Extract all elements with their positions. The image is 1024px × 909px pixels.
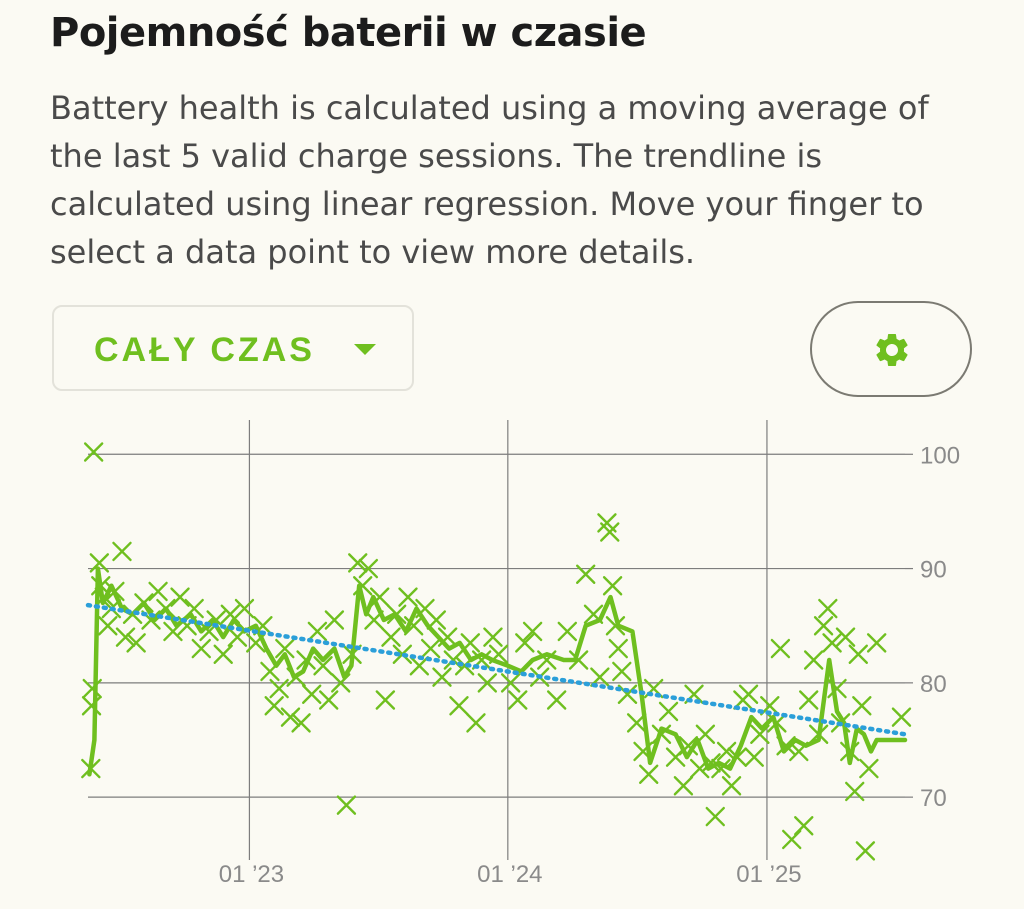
data-point-marker [126, 633, 146, 653]
data-point-marker [750, 724, 770, 744]
data-point-marker [264, 696, 284, 716]
y-tick-label: 80 [920, 671, 947, 698]
data-point-marker [617, 684, 638, 704]
data-point-marker [348, 553, 368, 573]
data-point-marker [98, 616, 118, 636]
caret-down-icon [354, 344, 376, 355]
data-point-marker [744, 747, 764, 767]
data-point-marker [82, 678, 102, 699]
data-point-marker [420, 638, 441, 659]
gear-icon [876, 334, 908, 366]
data-point-marker [269, 678, 289, 699]
data-point-marker [557, 621, 577, 642]
data-point-marker [432, 667, 452, 687]
data-point-marker [466, 713, 486, 733]
data-point-marker [803, 650, 824, 670]
data-point-marker [576, 564, 596, 584]
data-point-marker [280, 707, 301, 727]
data-point-marker [794, 816, 814, 836]
data-point-marker [866, 633, 887, 653]
data-point-marker [234, 598, 255, 619]
time-range-dropdown[interactable]: CAŁY CZAS [52, 305, 414, 391]
y-tick-label: 100 [920, 442, 960, 469]
data-point-marker [291, 713, 311, 733]
data-point-marker [799, 690, 819, 710]
data-point-marker [81, 696, 102, 716]
data-point-marker [568, 650, 589, 670]
data-point-marker [590, 667, 610, 687]
data-point-marker [409, 656, 430, 676]
data-point-marker [605, 616, 626, 636]
data-point-marker [639, 764, 659, 784]
data-point-marker [483, 627, 503, 647]
data-point-marker [324, 610, 345, 630]
battery-capacity-chart[interactable]: 100 90 80 70 01 ’23 01 ’24 01 ’25 [0, 420, 1024, 900]
data-point-marker [375, 690, 396, 710]
data-point-marker [845, 781, 865, 802]
data-point-marker [515, 633, 535, 653]
data-point-marker [83, 442, 104, 462]
data-point-marker [358, 558, 379, 579]
data-point-marker [716, 741, 737, 762]
x-tick-label: 01 ’25 [736, 861, 801, 888]
data-point-marker [835, 627, 856, 647]
time-range-label: CAŁY CZAS [94, 331, 315, 369]
data-point-marker [302, 684, 322, 704]
data-point-marker [813, 616, 834, 636]
y-tick-label: 90 [920, 557, 947, 584]
data-point-marker [852, 696, 872, 716]
data-point-marker [449, 696, 469, 716]
data-point-marker [602, 576, 623, 596]
data-point-marker [546, 690, 567, 710]
data-point-marker [855, 841, 876, 861]
chart-description: Battery health is calculated using a mov… [50, 89, 929, 271]
moving-average-line [87, 566, 908, 777]
data-point-marker [313, 656, 333, 676]
data-point-marker [115, 627, 136, 647]
x-tick-label: 01 ’24 [477, 861, 542, 888]
data-point-marker [818, 598, 838, 619]
data-point-marker [381, 627, 401, 647]
data-point-marker [891, 707, 912, 727]
data-point-marker [500, 673, 521, 693]
data-point-marker [319, 690, 339, 710]
trendline [85, 602, 908, 737]
y-tick-label: 70 [920, 785, 947, 812]
data-point-marker [612, 661, 632, 682]
data-point-marker [213, 644, 233, 664]
data-point-marker [477, 673, 497, 693]
data-point-marker [89, 553, 110, 573]
data-point-marker [191, 638, 211, 659]
data-point-marker [822, 633, 842, 653]
data-point-marker [608, 638, 628, 659]
data-point-marker [398, 587, 418, 607]
data-point-marker [673, 776, 694, 796]
data-point-marker [522, 621, 543, 642]
data-point-marker [508, 690, 528, 710]
data-point-marker [170, 587, 190, 607]
page-title: Pojemność baterii w czasie [50, 10, 647, 56]
data-point-marker [848, 644, 868, 664]
data-point-marker [112, 541, 132, 562]
data-point-marker [275, 638, 295, 659]
data-point-marker [600, 522, 620, 542]
data-point-marker [721, 776, 742, 796]
chart-settings-button[interactable] [810, 301, 972, 397]
data-point-marker [705, 806, 725, 827]
data-point-marker [148, 581, 168, 602]
data-point-marker [770, 638, 791, 659]
data-point-marker [307, 621, 328, 642]
data-point-marker [760, 696, 780, 716]
data-point-marker [336, 795, 357, 815]
x-tick-label: 01 ’23 [219, 861, 284, 888]
data-point-marker [738, 684, 759, 704]
data-point-marker [859, 758, 879, 779]
data-point-marker [658, 701, 679, 722]
